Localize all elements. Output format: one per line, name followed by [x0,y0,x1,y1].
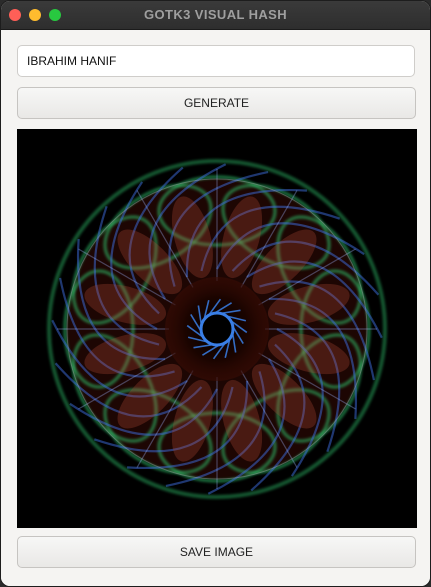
pattern-blue-arc [51,319,188,398]
pattern-red-petal [84,283,167,325]
pattern-blue-arc [250,343,306,492]
pattern-outer-lobe [276,215,363,325]
pattern-blue-arc [127,380,249,470]
pattern-spike [258,248,356,306]
pattern-blue-arc [246,260,383,339]
hash-pattern [47,159,387,499]
pattern-blue-arc [185,188,307,278]
pattern-spike [136,370,194,468]
pattern-outer-lobe [103,388,213,475]
pattern-outer-lobe [71,333,158,443]
pattern-outer-lobe [221,183,331,270]
name-input[interactable] [17,45,415,77]
pattern-red-petal [267,283,350,325]
pattern-outer-rim [47,159,387,499]
pattern-blue-arc [76,239,166,361]
pattern-outer-lobe [103,183,213,270]
pattern-blue-arc [93,386,234,453]
pattern-spike [258,352,356,410]
pattern-red-petal [117,229,183,295]
pattern-blue-arc [231,240,380,296]
pattern-blue-arc [274,312,341,453]
pattern-red-petal [251,229,317,295]
pattern-red-petal [221,379,263,462]
minimize-window-icon[interactable] [29,9,41,21]
close-window-icon[interactable] [9,9,21,21]
pattern-red-petal [117,363,183,429]
pattern-outer-lobe [157,411,277,483]
pattern-blue-arc [69,388,218,436]
pattern-blue-arc [259,280,375,381]
pattern-blue-arc [207,358,286,495]
visual-hash-image [17,129,417,528]
window-title: GOTK3 VISUAL HASH [143,7,288,22]
pattern-spike [136,190,194,288]
pattern-red-petal [267,333,350,375]
pattern-blue-arc [128,166,184,315]
pattern-blue-arc [148,163,227,300]
save-image-button[interactable]: SAVE IMAGE [17,536,416,568]
pattern-core-ring [199,311,235,347]
pattern-spike [78,352,176,410]
pattern-outer-lobe [63,269,135,389]
pattern-blue-arc [216,222,365,270]
pattern-outer-lobe [157,175,277,247]
pattern-blue-arc [59,277,175,378]
maximize-window-icon[interactable] [49,9,61,21]
pattern-blue-arc [168,171,269,287]
pattern-blue-arc [165,371,266,487]
pattern-red-petal [84,333,167,375]
pattern-blue-arc [54,362,203,418]
pattern-red-petal [221,196,263,279]
pattern-red-petal [171,379,213,462]
title-bar[interactable]: GOTK3 VISUAL HASH [1,1,430,30]
pattern-spike [240,190,298,288]
pattern-spike [78,248,176,306]
pattern-outer-lobe [299,269,371,389]
pattern-red-petal [251,363,317,429]
pattern-red-petal [171,196,213,279]
pattern-outer-lobe [276,333,363,443]
pattern-spike [240,370,298,468]
visual-hash-canvas [17,129,417,528]
pattern-blue-arc [276,328,324,477]
pattern-outer-lobe [221,388,331,475]
main-content: GENERATE SAVE IMAGE [1,30,430,586]
pattern-blue-arc [110,181,158,330]
pattern-blue-arc [93,205,160,346]
pattern-outer-lobe [71,215,158,325]
pattern-blue-arc [200,205,341,272]
generate-button[interactable]: GENERATE [17,87,416,119]
pattern-inner-rim [66,178,368,480]
pattern-blue-arc [268,297,358,419]
